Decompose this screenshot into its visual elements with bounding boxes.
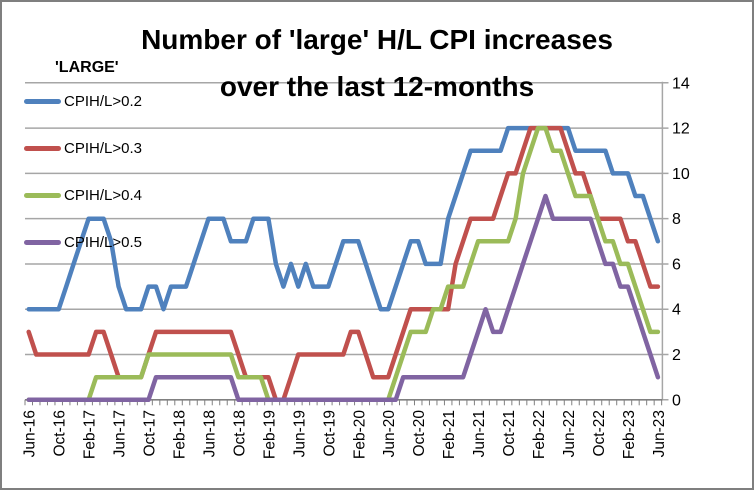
y-axis-label: 8 [672,211,681,228]
x-axis-label: Jun-23 [651,410,668,457]
x-axis-label: Jun-20 [381,410,398,458]
legend-swatch-icon [24,193,61,198]
y-axis-label: 12 [672,121,690,138]
legend-item-label: CPIH/L>0.4 [64,187,142,204]
x-axis-label: Jun-18 [201,410,218,457]
legend-item-CPIH/L>0.4: CPIH/L>0.4 [24,172,142,219]
x-axis-label: Feb-21 [441,410,458,459]
legend-item-label: CPIH/L>0.5 [64,234,142,251]
x-axis-label: Feb-17 [82,410,99,459]
x-axis-label: Feb-23 [621,410,638,459]
x-axis-label: Feb-19 [261,410,278,459]
legend: 'LARGE' CPIH/L>0.2 CPIH/L>0.3 CPIH/L>0.4 CP… [24,59,142,266]
x-axis-label: Oct-20 [411,410,428,457]
x-axis-label: Jun-22 [561,410,578,457]
x-axis-label: Jun-19 [291,410,308,457]
y-axis-label: 6 [672,256,681,273]
legend-swatch-icon [24,240,61,245]
x-axis-label: Feb-20 [351,410,368,459]
x-axis-label: Jun-16 [22,410,39,457]
x-axis-label: Jun-17 [112,410,129,457]
legend-item-CPIH/L>0.2: CPIH/L>0.2 [24,78,142,125]
legend-swatch-icon [24,146,61,151]
series-line-CPIH/L>0.5 [26,193,661,403]
x-axis-label: Oct-18 [231,410,248,457]
legend-item-CPIH/L>0.3: CPIH/L>0.3 [24,125,142,172]
legend-item-label: CPIH/L>0.3 [64,140,142,157]
legend-items: CPIH/L>0.2 CPIH/L>0.3 CPIH/L>0.4 CPIH/L>0.5 [24,78,142,266]
x-axis-label: Feb-18 [172,410,189,459]
legend-swatch-icon [24,99,61,104]
x-axis-label: Oct-17 [142,410,159,457]
x-axis-label: Oct-22 [591,410,608,457]
x-axis-label: Feb-22 [531,410,548,459]
x-axis-label: Oct-16 [52,410,69,457]
y-axis-label: 2 [672,347,681,364]
legend-item-label: CPIH/L>0.2 [64,93,142,110]
x-axis-label: Oct-21 [501,410,518,457]
x-axis-label: Jun-21 [471,410,488,457]
y-axis-label: 0 [672,392,681,409]
legend-item-CPIH/L>0.5: CPIH/L>0.5 [24,219,142,266]
x-axis-label: Oct-19 [321,410,338,457]
y-axis-label: 10 [672,166,690,183]
legend-header: 'LARGE' [55,59,119,76]
y-axis-label: 4 [672,302,681,319]
y-axis-label: 14 [672,75,690,92]
